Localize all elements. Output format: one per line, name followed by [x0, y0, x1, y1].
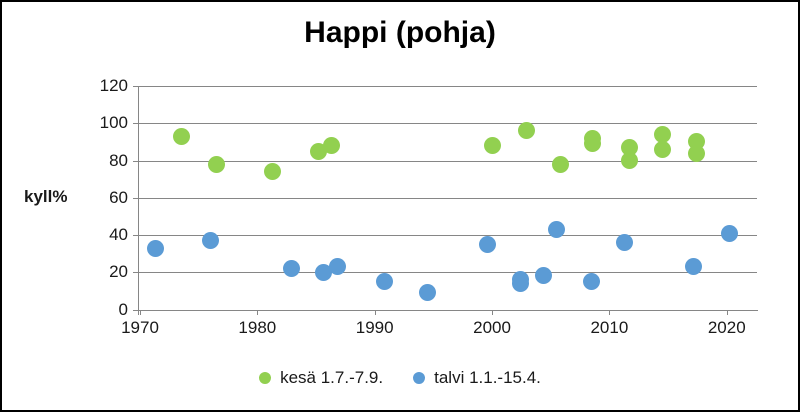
- x-tick-label: 2000: [473, 317, 511, 337]
- gridline: [138, 123, 757, 125]
- y-tick-mark: [133, 272, 138, 274]
- gridline: [138, 272, 757, 274]
- y-tick-label: 80: [109, 150, 128, 170]
- data-point-talvi: [511, 274, 529, 292]
- y-tick-label: 100: [99, 113, 128, 133]
- data-point-talvi: [328, 258, 346, 276]
- data-point-talvi: [616, 233, 634, 251]
- data-point-kesa: [207, 155, 225, 173]
- data-point-kesa: [322, 137, 340, 155]
- x-tick-mark: [257, 309, 259, 315]
- x-tick-mark: [726, 309, 728, 315]
- data-point-kesa: [620, 138, 638, 156]
- y-tick-label: 20: [109, 262, 128, 282]
- data-point-kesa: [264, 163, 282, 181]
- data-point-talvi: [419, 284, 436, 302]
- x-tick-mark: [374, 309, 376, 315]
- gridline: [138, 86, 757, 87]
- y-tick-label: 40: [109, 225, 128, 244]
- y-tick-label: 60: [109, 187, 128, 207]
- data-point-talvi: [548, 220, 566, 238]
- y-axis-title: kyll%: [24, 187, 68, 206]
- y-tick-mark: [133, 86, 138, 87]
- data-point-talvi: [282, 260, 300, 278]
- y-tick-mark: [133, 235, 138, 236]
- gridline: [138, 160, 757, 162]
- x-tick-mark: [609, 309, 611, 315]
- y-tick-mark: [133, 123, 138, 125]
- data-point-talvi: [375, 273, 393, 291]
- y-tick-label: 0: [118, 299, 128, 319]
- x-tick-label: 1970: [121, 317, 159, 337]
- data-point-talvi: [201, 232, 219, 250]
- data-point-kesa: [483, 137, 501, 155]
- gridline: [138, 197, 757, 199]
- data-point-kesa: [653, 140, 671, 158]
- data-point-talvi: [478, 235, 496, 253]
- gridline: [138, 235, 757, 236]
- x-tick-label: 2010: [590, 317, 629, 337]
- x-tick-label: 1990: [355, 317, 394, 337]
- kesa-series-dot-icon: [259, 372, 272, 384]
- data-point-kesa: [584, 135, 602, 153]
- legend-label-talvi: talvi 1.1.-15.4.: [434, 368, 541, 387]
- legend: kesä 1.7.-7.9. talvi 1.1.-15.4.: [2, 368, 798, 388]
- legend-item-talvi: talvi 1.1.-15.4.: [413, 368, 541, 388]
- legend-label-kesa: kesä 1.7.-7.9.: [280, 368, 384, 387]
- data-point-talvi: [146, 239, 164, 257]
- x-tick-mark: [492, 309, 494, 315]
- chart-title: Happi (pohja): [304, 16, 496, 49]
- y-tick-mark: [133, 197, 138, 199]
- x-tick-mark: [140, 309, 141, 315]
- x-axis-line: [138, 309, 758, 311]
- talvi-series-dot-icon: [413, 372, 426, 384]
- data-point-kesa: [172, 127, 190, 145]
- y-tick-mark: [133, 309, 138, 311]
- data-point-kesa: [687, 144, 705, 162]
- data-point-talvi: [535, 267, 553, 285]
- data-point-kesa: [620, 152, 638, 169]
- y-tick-label: 120: [99, 76, 128, 95]
- legend-item-kesa: kesä 1.7.-7.9.: [259, 368, 383, 388]
- data-point-talvi: [314, 263, 332, 281]
- data-point-talvi: [720, 224, 738, 242]
- data-point-kesa: [309, 142, 327, 160]
- x-tick-label: 1980: [238, 317, 277, 337]
- y-tick-mark: [133, 160, 138, 162]
- data-point-talvi: [583, 273, 601, 291]
- y-axis-line: [138, 86, 139, 315]
- data-point-talvi: [685, 258, 703, 276]
- x-tick-label: 2020: [707, 317, 746, 337]
- data-point-kesa: [551, 155, 569, 173]
- data-point-kesa: [653, 125, 671, 143]
- data-point-kesa: [517, 122, 535, 140]
